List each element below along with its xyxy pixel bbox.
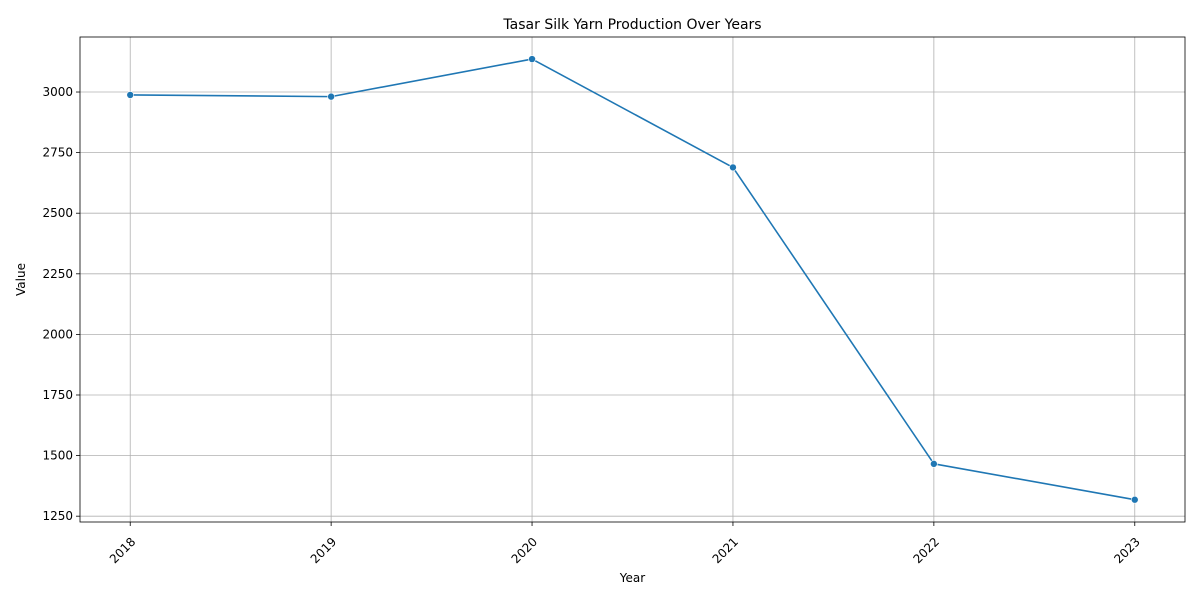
y-tick-label: 2750 [42, 146, 73, 160]
y-axis-label: Value [14, 263, 28, 296]
data-point [126, 91, 135, 99]
y-tick-label: 2500 [42, 206, 73, 220]
data-point [528, 55, 536, 63]
series-line-group [130, 58, 1135, 501]
series-line [130, 58, 1135, 501]
y-axis-ticks: 1250 1500 1750 2000 2250 2500 2750 3000 [42, 85, 80, 523]
y-tick-label: 2250 [42, 267, 73, 281]
x-tick-label: 2019 [308, 535, 339, 566]
data-point [930, 460, 938, 468]
x-tick-label: 2018 [107, 535, 138, 566]
data-point [327, 92, 335, 101]
chart-title: Tasar Silk Yarn Production Over Years [502, 17, 761, 33]
x-tick-label: 2022 [910, 535, 941, 566]
x-tick-label: 2020 [509, 535, 540, 566]
y-tick-label: 1500 [42, 449, 73, 463]
data-point [1130, 495, 1139, 504]
x-axis-ticks: 2018 2019 2020 2021 2022 2023 [107, 522, 1143, 566]
y-tick-label: 1250 [42, 509, 73, 523]
x-axis-label: Year [619, 571, 645, 585]
x-tick-label: 2021 [710, 535, 741, 566]
x-tick-label: 2023 [1111, 535, 1142, 566]
grid [80, 37, 1185, 522]
plot-frame [79, 36, 1186, 523]
data-point [729, 163, 737, 172]
y-tick-label: 1750 [42, 388, 73, 402]
series-markers [126, 55, 1139, 504]
y-tick-label: 3000 [42, 85, 73, 99]
y-tick-label: 2000 [42, 327, 73, 341]
